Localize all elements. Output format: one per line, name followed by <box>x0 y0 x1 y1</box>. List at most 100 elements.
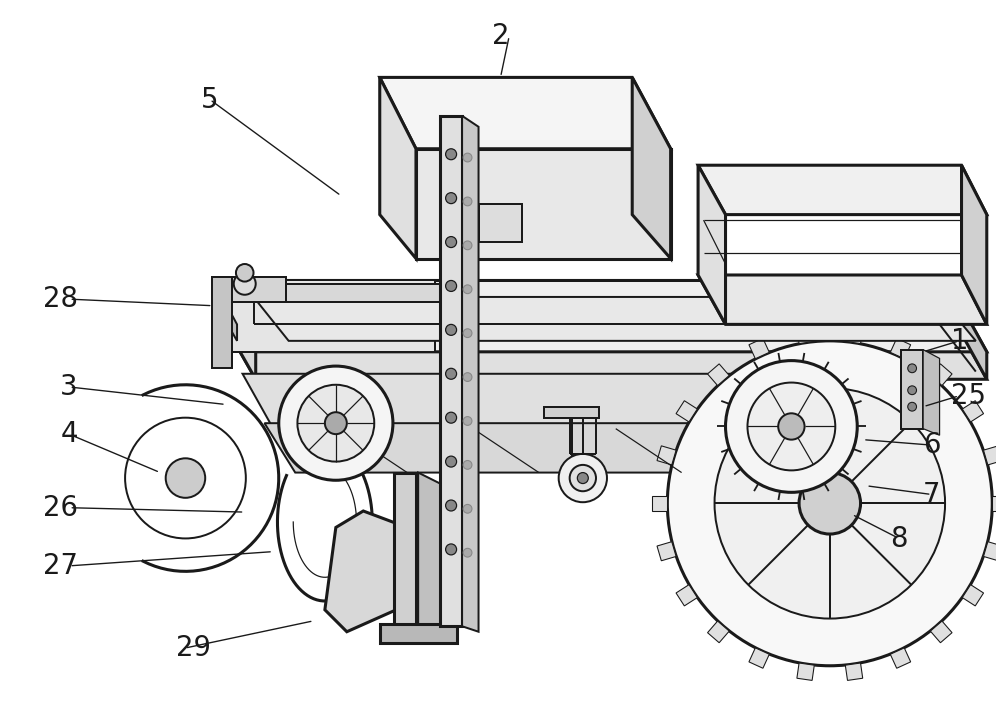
Polygon shape <box>215 280 256 379</box>
Text: 25: 25 <box>950 381 985 410</box>
Polygon shape <box>656 542 675 561</box>
Polygon shape <box>983 542 996 561</box>
Circle shape <box>714 388 944 619</box>
Circle shape <box>463 197 472 206</box>
Polygon shape <box>961 165 986 325</box>
Circle shape <box>445 149 456 160</box>
Circle shape <box>463 461 472 470</box>
Polygon shape <box>651 496 667 511</box>
Polygon shape <box>648 374 725 429</box>
Circle shape <box>445 500 456 511</box>
Circle shape <box>667 341 992 666</box>
Circle shape <box>725 360 857 492</box>
Polygon shape <box>748 339 769 359</box>
Circle shape <box>577 472 588 483</box>
Text: 3: 3 <box>60 373 78 401</box>
Circle shape <box>907 386 916 395</box>
Polygon shape <box>930 364 951 386</box>
Polygon shape <box>544 407 599 418</box>
Circle shape <box>907 364 916 373</box>
Polygon shape <box>393 472 415 626</box>
Polygon shape <box>462 116 478 632</box>
Polygon shape <box>748 648 769 668</box>
Polygon shape <box>889 339 910 359</box>
Polygon shape <box>212 277 286 303</box>
Circle shape <box>445 412 456 423</box>
Text: 2: 2 <box>491 22 509 50</box>
Text: 6: 6 <box>922 431 940 459</box>
Polygon shape <box>325 511 407 632</box>
Polygon shape <box>889 648 910 668</box>
Text: 27: 27 <box>43 552 78 580</box>
Circle shape <box>747 383 835 470</box>
Polygon shape <box>962 401 983 422</box>
Circle shape <box>799 472 860 534</box>
Polygon shape <box>656 446 675 465</box>
Text: 5: 5 <box>201 85 218 114</box>
Polygon shape <box>930 621 951 643</box>
Circle shape <box>445 325 456 336</box>
Text: 26: 26 <box>43 494 78 522</box>
Polygon shape <box>215 280 434 352</box>
Polygon shape <box>215 308 986 379</box>
Polygon shape <box>962 585 983 606</box>
Text: 8: 8 <box>889 524 907 553</box>
Polygon shape <box>675 585 697 606</box>
Circle shape <box>463 285 472 294</box>
Polygon shape <box>215 280 986 352</box>
Polygon shape <box>697 275 986 325</box>
Circle shape <box>463 505 472 513</box>
Circle shape <box>445 193 456 204</box>
Circle shape <box>297 385 374 462</box>
Polygon shape <box>440 116 462 626</box>
Circle shape <box>463 329 472 338</box>
Circle shape <box>559 454 607 502</box>
Polygon shape <box>215 284 237 341</box>
Polygon shape <box>215 284 440 303</box>
Circle shape <box>234 273 256 295</box>
Circle shape <box>445 456 456 467</box>
Polygon shape <box>242 374 964 429</box>
Polygon shape <box>319 374 396 429</box>
Circle shape <box>445 237 456 248</box>
Circle shape <box>570 465 596 491</box>
Polygon shape <box>922 349 939 435</box>
Polygon shape <box>379 624 456 643</box>
Polygon shape <box>983 446 996 465</box>
Circle shape <box>236 264 253 282</box>
Text: 7: 7 <box>922 480 940 509</box>
Polygon shape <box>253 297 975 341</box>
Text: 28: 28 <box>43 285 78 313</box>
Circle shape <box>445 280 456 292</box>
Circle shape <box>463 416 472 425</box>
Circle shape <box>445 368 456 379</box>
Polygon shape <box>845 663 863 681</box>
Circle shape <box>463 548 472 557</box>
Polygon shape <box>697 165 986 215</box>
Polygon shape <box>675 401 697 422</box>
Polygon shape <box>697 165 725 325</box>
Polygon shape <box>946 280 986 379</box>
Circle shape <box>463 154 472 162</box>
Circle shape <box>279 366 392 480</box>
Polygon shape <box>418 472 440 628</box>
Circle shape <box>165 459 205 498</box>
Polygon shape <box>900 349 922 429</box>
Circle shape <box>778 414 804 440</box>
Text: 1: 1 <box>950 327 967 355</box>
Polygon shape <box>379 78 670 149</box>
Polygon shape <box>415 149 670 258</box>
Polygon shape <box>212 277 231 368</box>
Polygon shape <box>992 496 996 511</box>
Polygon shape <box>707 364 729 386</box>
Polygon shape <box>797 663 814 681</box>
Circle shape <box>463 241 472 250</box>
Polygon shape <box>845 326 863 344</box>
Text: 29: 29 <box>175 634 210 662</box>
Polygon shape <box>797 326 814 344</box>
Circle shape <box>907 403 916 411</box>
Circle shape <box>463 373 472 381</box>
Polygon shape <box>484 374 561 429</box>
Polygon shape <box>478 204 522 242</box>
Circle shape <box>445 544 456 555</box>
